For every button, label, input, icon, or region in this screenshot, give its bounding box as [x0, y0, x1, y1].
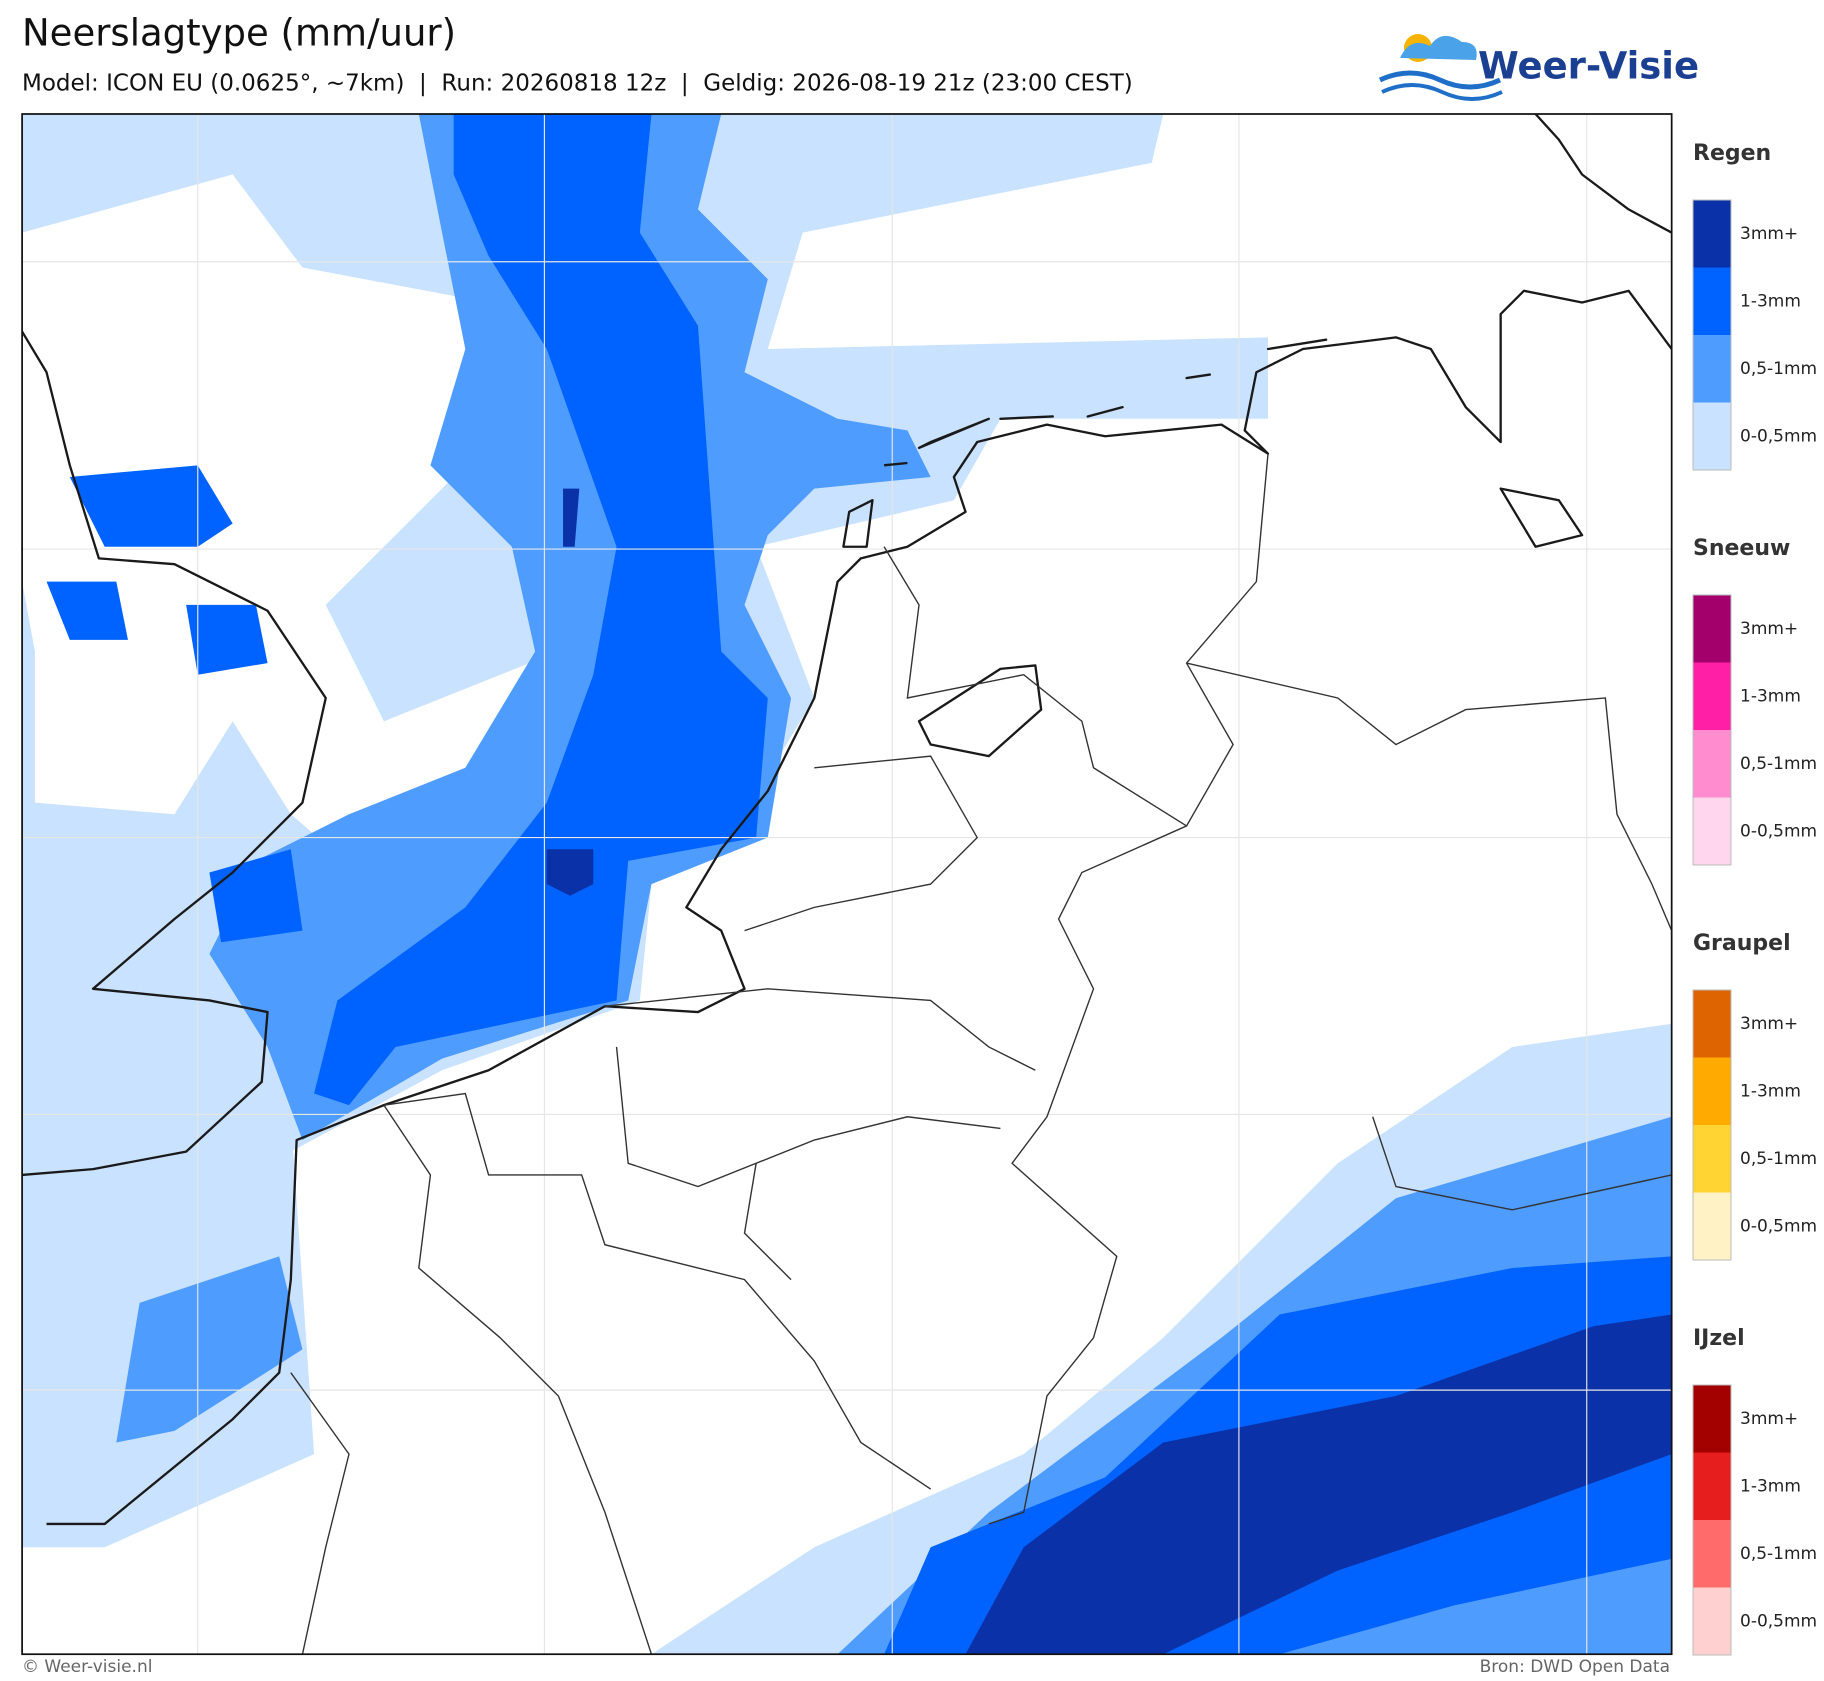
legend-swatch [1693, 335, 1731, 403]
legend-label: 1-3mm [1740, 1081, 1801, 1101]
legend-swatch [1693, 1192, 1731, 1260]
legend-swatch [1693, 1587, 1731, 1655]
legend-label: 3mm+ [1740, 1014, 1798, 1034]
legend-frame [1692, 989, 1732, 1261]
legend-label: 3mm+ [1740, 224, 1798, 244]
legend-label: 0-0,5mm [1740, 1611, 1817, 1631]
legend-swatch [1693, 200, 1731, 268]
legend-label: 0,5-1mm [1740, 1149, 1817, 1169]
legend-label: 0,5-1mm [1740, 754, 1817, 774]
legend-label: 1-3mm [1740, 291, 1801, 311]
footer-right: Bron: DWD Open Data [1480, 1657, 1670, 1677]
legend-swatch [1693, 1385, 1731, 1453]
legend-swatch [1693, 595, 1731, 663]
legend-title: Regen [1693, 141, 1771, 166]
legend-swatch [1693, 797, 1731, 865]
legend-label: 1-3mm [1740, 1476, 1801, 1496]
legend-swatch [1693, 1520, 1731, 1588]
legend-swatch [1693, 267, 1731, 335]
subtitle: Model: ICON EU (0.0625°, ~7km) | Run: 20… [22, 71, 1133, 97]
legend-frame [1692, 594, 1732, 866]
logo: Weer-Visie [1378, 34, 1699, 101]
footer-left: © Weer-visie.nl [22, 1657, 152, 1677]
legend-swatch [1693, 990, 1731, 1058]
legend-swatch [1693, 1057, 1731, 1125]
title: Neerslagtype (mm/uur) [22, 12, 456, 55]
legend-title: Sneeuw [1693, 536, 1790, 561]
legend-label: 0,5-1mm [1740, 1544, 1817, 1564]
legend-swatch [1693, 402, 1731, 470]
logo-text: Weer-Visie [1478, 45, 1699, 88]
legend: Regen 3mm+ 1-3mm 0,5-1mm 0-0,5mm Sneeuw 3mm+ 1-… [1692, 141, 1817, 1656]
legend-swatch [1693, 1452, 1731, 1520]
legend-title: IJzel [1693, 1326, 1745, 1351]
legend-label: 0-0,5mm [1740, 821, 1817, 841]
legend-label: 3mm+ [1740, 619, 1798, 639]
legend-swatch [1693, 1125, 1731, 1193]
legend-swatch [1693, 730, 1731, 798]
legend-frame [1692, 1384, 1732, 1656]
legend-label: 0,5-1mm [1740, 359, 1817, 379]
map [21, 113, 1673, 1656]
legend-swatch [1693, 662, 1731, 730]
legend-label: 3mm+ [1740, 1409, 1798, 1429]
legend-frame [1692, 199, 1732, 471]
legend-label: 0-0,5mm [1740, 426, 1817, 446]
legend-label: 1-3mm [1740, 686, 1801, 706]
legend-title: Graupel [1693, 931, 1791, 956]
legend-label: 0-0,5mm [1740, 1216, 1817, 1236]
